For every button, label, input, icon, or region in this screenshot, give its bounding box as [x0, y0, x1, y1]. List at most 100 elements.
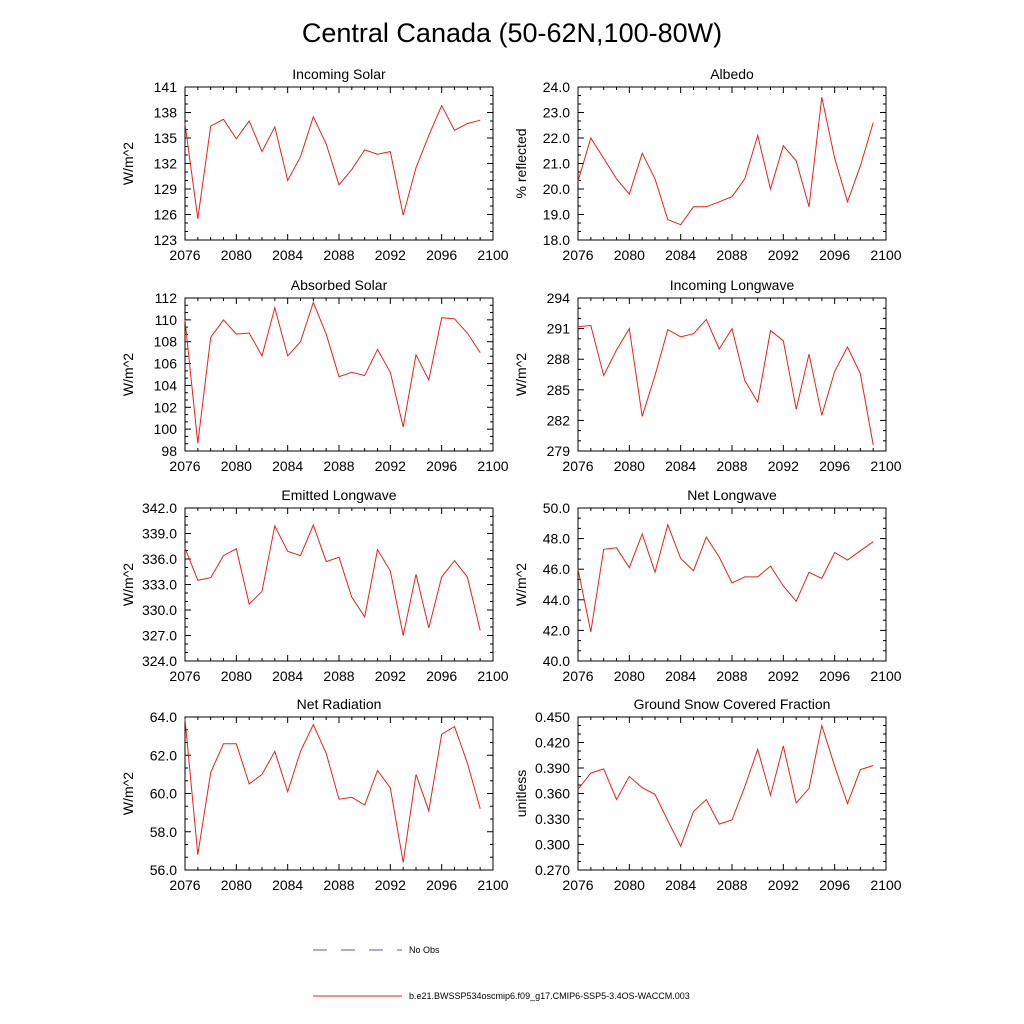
- x-tick-label: 2088: [716, 877, 747, 893]
- y-tick-label: 100: [154, 421, 178, 437]
- x-tick-label: 2080: [221, 247, 252, 263]
- x-tick-label: 2100: [870, 877, 901, 893]
- series-line-0: [184, 104, 481, 219]
- y-tick-label: 22.0: [543, 130, 570, 146]
- x-tick-label: 2076: [169, 668, 200, 684]
- x-tick-label: 2092: [375, 458, 406, 474]
- panel-0: Incoming Solar W/m^2 2076 2080 2084 2088 2092 2…: [120, 66, 509, 263]
- y-tick-label: 46.0: [543, 561, 570, 577]
- y-tick-label: 64.0: [150, 709, 177, 725]
- x-tick-label: 2084: [272, 877, 303, 893]
- x-tick-label: 2096: [819, 668, 850, 684]
- series-line-0: [577, 523, 874, 633]
- x-tick-label: 2076: [169, 458, 200, 474]
- x-tick-label: 2084: [665, 247, 696, 263]
- y-tick-label: 44.0: [543, 592, 570, 608]
- x-tick-label: 2092: [768, 247, 799, 263]
- y-tick-label: 48.0: [543, 531, 570, 547]
- x-tick-label: 2080: [614, 247, 645, 263]
- x-tick-label: 2080: [221, 877, 252, 893]
- y-axis-label: W/m^2: [120, 772, 136, 815]
- x-tick-label: 2100: [870, 458, 901, 474]
- x-tick-label: 2080: [614, 458, 645, 474]
- x-tick-label: 2084: [272, 668, 303, 684]
- y-tick-label: 60.0: [150, 786, 177, 802]
- y-tick-label: 330.0: [142, 602, 177, 618]
- x-tick-label: 2096: [426, 668, 457, 684]
- y-tick-label: 123: [154, 232, 178, 248]
- x-tick-label: 2084: [665, 877, 696, 893]
- x-tick-label: 2088: [323, 668, 354, 684]
- x-tick-label: 2088: [323, 247, 354, 263]
- panels: Incoming Solar W/m^2 2076 2080 2084 2088 2092 2…: [120, 66, 902, 893]
- x-tick-label: 2076: [562, 668, 593, 684]
- x-tick-label: 2084: [272, 458, 303, 474]
- y-tick-label: 285: [547, 382, 571, 398]
- y-tick-label: 0.450: [535, 709, 570, 725]
- x-tick-label: 2100: [477, 247, 508, 263]
- y-tick-label: 327.0: [142, 628, 177, 644]
- y-tick-label: 18.0: [543, 232, 570, 248]
- x-tick-label: 2088: [323, 458, 354, 474]
- panel-5: Net Longwave W/m^2 2076 2080 2084 2088 2092 209…: [513, 487, 902, 684]
- x-tick-label: 2096: [819, 247, 850, 263]
- panel-title: Net Longwave: [687, 487, 777, 503]
- x-tick-label: 2100: [477, 458, 508, 474]
- y-tick-label: 98: [161, 443, 177, 459]
- plot-frame: [184, 507, 494, 662]
- plot-frame: [577, 86, 887, 241]
- y-tick-label: 0.360: [535, 786, 570, 802]
- panel-title: Emitted Longwave: [281, 487, 396, 503]
- y-tick-label: 135: [154, 130, 178, 146]
- x-tick-label: 2076: [562, 247, 593, 263]
- x-tick-label: 2088: [323, 877, 354, 893]
- x-tick-label: 2076: [562, 458, 593, 474]
- y-tick-label: 23.0: [543, 105, 570, 121]
- y-tick-label: 40.0: [543, 653, 570, 669]
- x-tick-label: 2100: [870, 668, 901, 684]
- y-tick-label: 102: [154, 399, 178, 415]
- y-tick-label: 0.390: [535, 760, 570, 776]
- y-axis-label: W/m^2: [120, 563, 136, 606]
- legend-obs-label: No Obs: [409, 945, 440, 955]
- x-tick-label: 2080: [614, 877, 645, 893]
- panel-title: Net Radiation: [297, 696, 382, 712]
- y-tick-label: 56.0: [150, 862, 177, 878]
- series-line-0: [577, 318, 874, 445]
- x-tick-label: 2092: [768, 668, 799, 684]
- panel-1: Albedo % reflected 2076 2080 2084 2088 2092 209…: [513, 66, 902, 263]
- x-tick-label: 2096: [819, 877, 850, 893]
- y-axis-label: W/m^2: [120, 353, 136, 396]
- x-tick-label: 2092: [375, 877, 406, 893]
- plot-frame: [184, 86, 494, 241]
- x-tick-label: 2100: [477, 877, 508, 893]
- y-tick-label: 126: [154, 207, 178, 223]
- y-tick-label: 110: [155, 312, 178, 328]
- y-tick-label: 0.300: [535, 837, 570, 853]
- y-tick-label: 333.0: [142, 577, 177, 593]
- plot-frame: [184, 297, 494, 452]
- x-tick-label: 2088: [716, 668, 747, 684]
- panel-6: Net Radiation W/m^2 2076 2080 2084 2088 2092 20…: [120, 696, 509, 893]
- y-axis-label: W/m^2: [513, 563, 529, 606]
- y-tick-label: 288: [547, 351, 571, 367]
- x-tick-label: 2088: [716, 458, 747, 474]
- y-tick-label: 104: [154, 377, 178, 393]
- x-tick-label: 2096: [426, 247, 457, 263]
- y-tick-label: 24.0: [543, 79, 570, 95]
- legend: No Obs b.e21.BWSSP534oscmip6.f09_g17.CMI…: [313, 945, 690, 1001]
- panel-2: Absorbed Solar W/m^2 2076 2080 2084 2088 2092 2…: [120, 277, 509, 474]
- y-tick-label: 112: [155, 290, 178, 306]
- y-tick-label: 58.0: [150, 824, 177, 840]
- y-tick-label: 294: [547, 290, 571, 306]
- series-line-0: [184, 523, 481, 636]
- x-tick-label: 2080: [614, 668, 645, 684]
- series-line-0: [577, 97, 874, 226]
- panel-3: Incoming Longwave W/m^2 2076 2080 2084 2088 20…: [513, 277, 902, 474]
- y-tick-label: 0.270: [535, 862, 570, 878]
- y-tick-label: 21.0: [543, 156, 570, 172]
- y-tick-label: 0.330: [535, 811, 570, 827]
- panel-title: Incoming Solar: [292, 66, 386, 82]
- panel-title: Albedo: [710, 66, 754, 82]
- y-tick-label: 62.0: [150, 747, 177, 763]
